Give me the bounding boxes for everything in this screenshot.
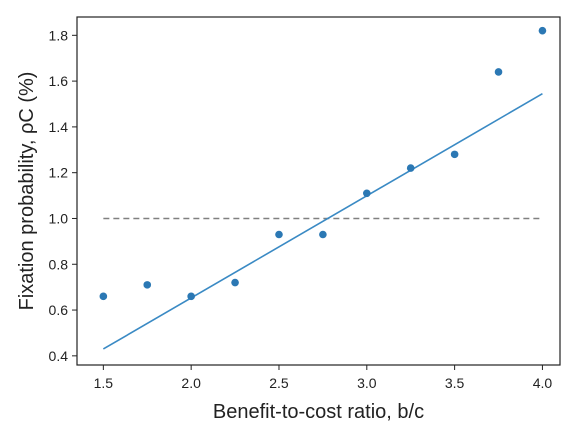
x-tick-label: 2.5 — [269, 375, 289, 391]
y-tick-label: 0.4 — [49, 348, 69, 364]
x-tick-label: 4.0 — [533, 375, 553, 391]
axes-frame — [76, 16, 561, 366]
data-point — [99, 292, 108, 301]
x-tick-label: 1.5 — [94, 375, 114, 391]
data-point — [231, 278, 239, 287]
x-tick-label: 2.0 — [181, 375, 201, 391]
data-point — [450, 150, 459, 159]
y-tick-label: 0.6 — [49, 302, 69, 318]
x-axis-label: Benefit-to-cost ratio, b/c — [213, 401, 424, 423]
y-tick-label: 1.0 — [49, 210, 69, 226]
y-tick-label: 1.4 — [49, 119, 69, 135]
y-tick-label: 1.8 — [49, 27, 69, 43]
data-point — [406, 164, 415, 172]
data-point — [187, 292, 195, 301]
plot-area — [77, 17, 560, 365]
data-point — [275, 230, 283, 239]
y-tick-label: 1.6 — [49, 73, 69, 89]
fit-line — [102, 93, 543, 350]
data-point — [363, 189, 371, 198]
y-tick-label: 1.2 — [49, 165, 69, 181]
x-tick-label: 3.0 — [357, 375, 377, 391]
x-tick-label: 3.5 — [445, 375, 465, 391]
data-point — [538, 26, 547, 35]
data-point — [494, 68, 503, 76]
y-tick-label: 0.8 — [49, 256, 69, 272]
y-axis-label: Fixation probability, ρC (%) — [16, 72, 38, 311]
data-point — [319, 230, 327, 239]
tick-layer: 1.5 2.0 2.5 3.0 3.5 4.0 0.4 0.6 0.8 1.0 1.2 1.4 1.6 1… — [49, 27, 553, 391]
data-point — [143, 281, 152, 289]
plot-layer — [99, 26, 547, 350]
